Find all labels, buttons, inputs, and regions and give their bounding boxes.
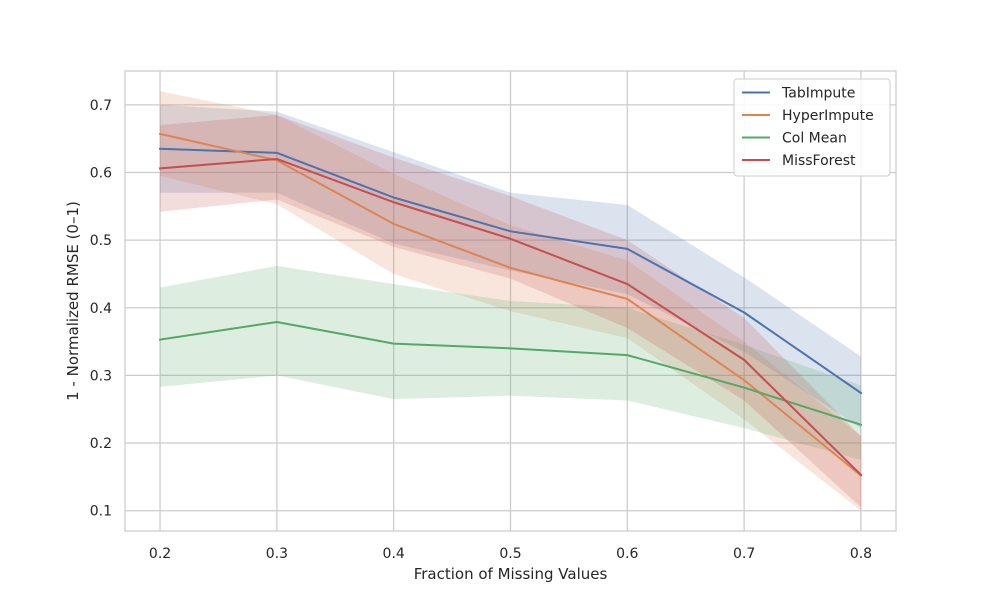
legend-label-missforest: MissForest (782, 153, 856, 169)
tabimpute-line (159, 147, 863, 395)
y-tick-label: 0.2 (90, 436, 112, 452)
x-tick-label: 0.3 (266, 546, 288, 562)
col-mean-line (158, 320, 863, 427)
y-tick-label: 0.1 (90, 504, 112, 520)
x-axis-label: Fraction of Missing Values (414, 565, 608, 583)
y-tick-labels: 0.1 0.2 0.3 0.4 0.5 0.6 0.7 (90, 98, 112, 520)
legend-label-col-mean: Col Mean (782, 131, 847, 147)
x-tick-label: 0.5 (499, 546, 521, 562)
legend-box (733, 78, 891, 177)
legend: TabImpute HyperImpute Col Mean MissForest (733, 78, 891, 177)
y-tick-label: 0.6 (90, 165, 112, 181)
x-tick-label: 0.7 (733, 546, 755, 562)
x-tick-label: 0.2 (149, 546, 171, 562)
y-tick-label: 0.3 (90, 368, 112, 384)
y-tick-label: 0.7 (90, 98, 112, 114)
hyperimpute-band (160, 91, 861, 511)
x-tick-label: 0.8 (850, 546, 872, 562)
x-tick-labels: 0.2 0.3 0.4 0.5 0.6 0.7 0.8 (149, 546, 872, 562)
hyperimpute-line (158, 132, 863, 477)
plot-frame (124, 70, 897, 532)
x-tick-label: 0.4 (383, 546, 405, 562)
y-axis-label: 1 - Normalized RMSE (0–1) (64, 201, 82, 401)
col-mean-band (160, 265, 861, 460)
y-tick-label: 0.5 (90, 233, 112, 249)
series-lines (158, 132, 863, 477)
y-tick-label: 0.4 (90, 301, 112, 317)
grid-lines (125, 71, 896, 531)
legend-label-hyperimpute: HyperImpute (782, 108, 874, 124)
missforest-line (158, 157, 863, 477)
confidence-bands (160, 91, 861, 511)
legend-label-tabimpute: TabImpute (781, 86, 855, 102)
missforest-band (160, 114, 861, 508)
x-tick-label: 0.6 (616, 546, 638, 562)
tabimpute-band (160, 104, 861, 429)
